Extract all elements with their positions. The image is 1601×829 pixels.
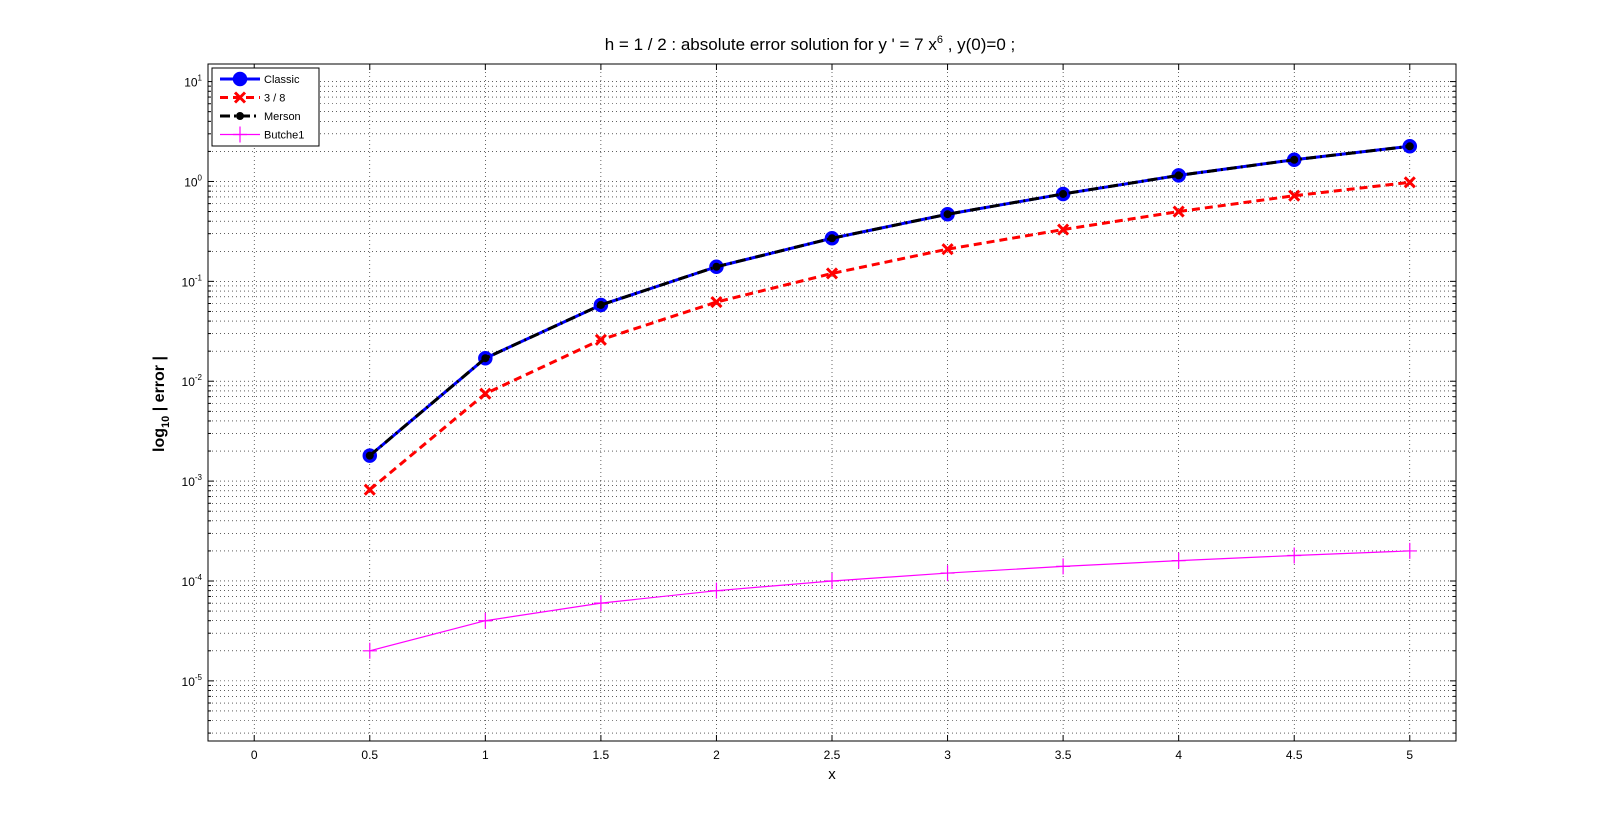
y-tick-label-base: 10 [184, 76, 198, 90]
series-3-point [943, 210, 952, 219]
x-axis-label: x [828, 766, 836, 783]
axis-ticks: 0 0.5 1 1.5 2 2.5 3 3.5 4 4.5 510110010-110-210-31… [182, 64, 1456, 762]
series-4-point [1402, 542, 1417, 559]
series-4-point [478, 612, 493, 629]
y-tick-label-base: 10 [182, 475, 196, 489]
x-tick-label: 3 [944, 748, 951, 762]
y-tick-label-base: 10 [182, 675, 196, 689]
y-tick-label: 10-2 [182, 373, 203, 389]
y-tick-label-exponent: -5 [195, 673, 203, 682]
legend-label: 3 / 8 [264, 93, 285, 105]
legend-swatch-marker [232, 71, 248, 87]
y-tick-label: 100 [184, 173, 202, 189]
series-3-line [368, 144, 1410, 457]
y-tick-label-exponent: -3 [195, 473, 203, 482]
series-2-line [368, 180, 1410, 491]
y-axis-label-main: log [151, 428, 168, 452]
y-tick-label-exponent: -2 [195, 373, 203, 382]
y-axis-label: log10 | error | [151, 356, 172, 452]
y-tick-label: 10-5 [182, 673, 203, 689]
y-tick-label-exponent: -4 [195, 573, 203, 582]
y-tick-label: 10-1 [182, 273, 203, 289]
series-2-point [1403, 176, 1416, 189]
legend-swatch-marker [236, 112, 244, 120]
y-tick-label-exponent: -1 [195, 273, 203, 282]
x-tick-label: 0.5 [361, 748, 378, 762]
legend: Classic 3 / 8 Merson Butche1 [211, 67, 320, 147]
series-2-point [941, 243, 954, 256]
y-axis-label-subscript: 10 [160, 416, 172, 428]
series-2-point [594, 333, 607, 346]
series-4-point [1171, 552, 1186, 569]
series-2-point [1057, 223, 1070, 236]
series-4-point [593, 595, 608, 612]
series-4-line [369, 550, 1410, 652]
series-2-point [363, 483, 376, 496]
legend-swatch-marker [233, 126, 247, 143]
chart-title-suffix: , y(0)=0 ; [943, 35, 1015, 54]
chart-title: h = 1 / 2 : absolute error solution for … [605, 34, 1016, 54]
legend-label: Merson [264, 111, 301, 123]
series-4-point [1056, 558, 1071, 575]
x-tick-label: 0 [251, 748, 258, 762]
legend-label: Butche1 [264, 130, 304, 142]
y-tick-label-base: 10 [184, 175, 198, 189]
series-2-point [479, 387, 492, 400]
y-tick-label-base: 10 [182, 275, 196, 289]
series-4 [362, 542, 1417, 659]
series-2 [363, 176, 1416, 496]
y-tick-label-exponent: 1 [198, 74, 203, 83]
series-2-point [1288, 189, 1301, 202]
x-tick-label: 1.5 [593, 748, 610, 762]
chart-title-prefix: h = 1 / 2 : absolute error solution for … [605, 35, 938, 54]
series-3-point [481, 354, 490, 363]
series-3-point [596, 300, 605, 309]
series-3-point [1290, 155, 1299, 164]
series-4-point [825, 572, 839, 589]
x-tick-label: 2 [713, 748, 720, 762]
series-3-point [1174, 171, 1183, 180]
series-3-point [1059, 189, 1068, 198]
y-tick-label: 10-3 [182, 473, 203, 489]
series-2-point [1172, 205, 1185, 218]
x-tick-label: 4.5 [1286, 748, 1303, 762]
data-series [362, 139, 1418, 659]
plot-area [208, 64, 1456, 741]
y-tick-label-base: 10 [182, 375, 196, 389]
legend-box [211, 67, 320, 147]
x-tick-label: 2.5 [824, 748, 841, 762]
x-tick-label: 5 [1406, 748, 1413, 762]
y-tick-label: 10-4 [182, 573, 203, 589]
series-4-point [362, 642, 377, 659]
series-4-point [1287, 547, 1302, 564]
series-2-point [825, 267, 839, 280]
series-3-point [828, 234, 836, 243]
y-tick-label-exponent: 0 [198, 173, 203, 182]
chart-title-superscript: 6 [937, 34, 943, 46]
series-4-point [940, 565, 955, 582]
x-tick-label: 3.5 [1055, 748, 1072, 762]
series-3-point [712, 262, 721, 271]
x-tick-label: 1 [482, 748, 489, 762]
series-2-point [710, 296, 723, 309]
y-tick-label-base: 10 [182, 575, 196, 589]
legend-label: Classic [264, 74, 300, 86]
y-axis-label-tail: | error | [151, 356, 168, 416]
series-4-point [709, 582, 724, 599]
legend-swatch-marker [233, 91, 247, 104]
y-tick-label: 101 [184, 74, 202, 90]
series-3-point [1405, 142, 1414, 151]
series-3 [365, 142, 1414, 460]
series-3-point [365, 451, 374, 460]
x-tick-label: 4 [1175, 748, 1182, 762]
